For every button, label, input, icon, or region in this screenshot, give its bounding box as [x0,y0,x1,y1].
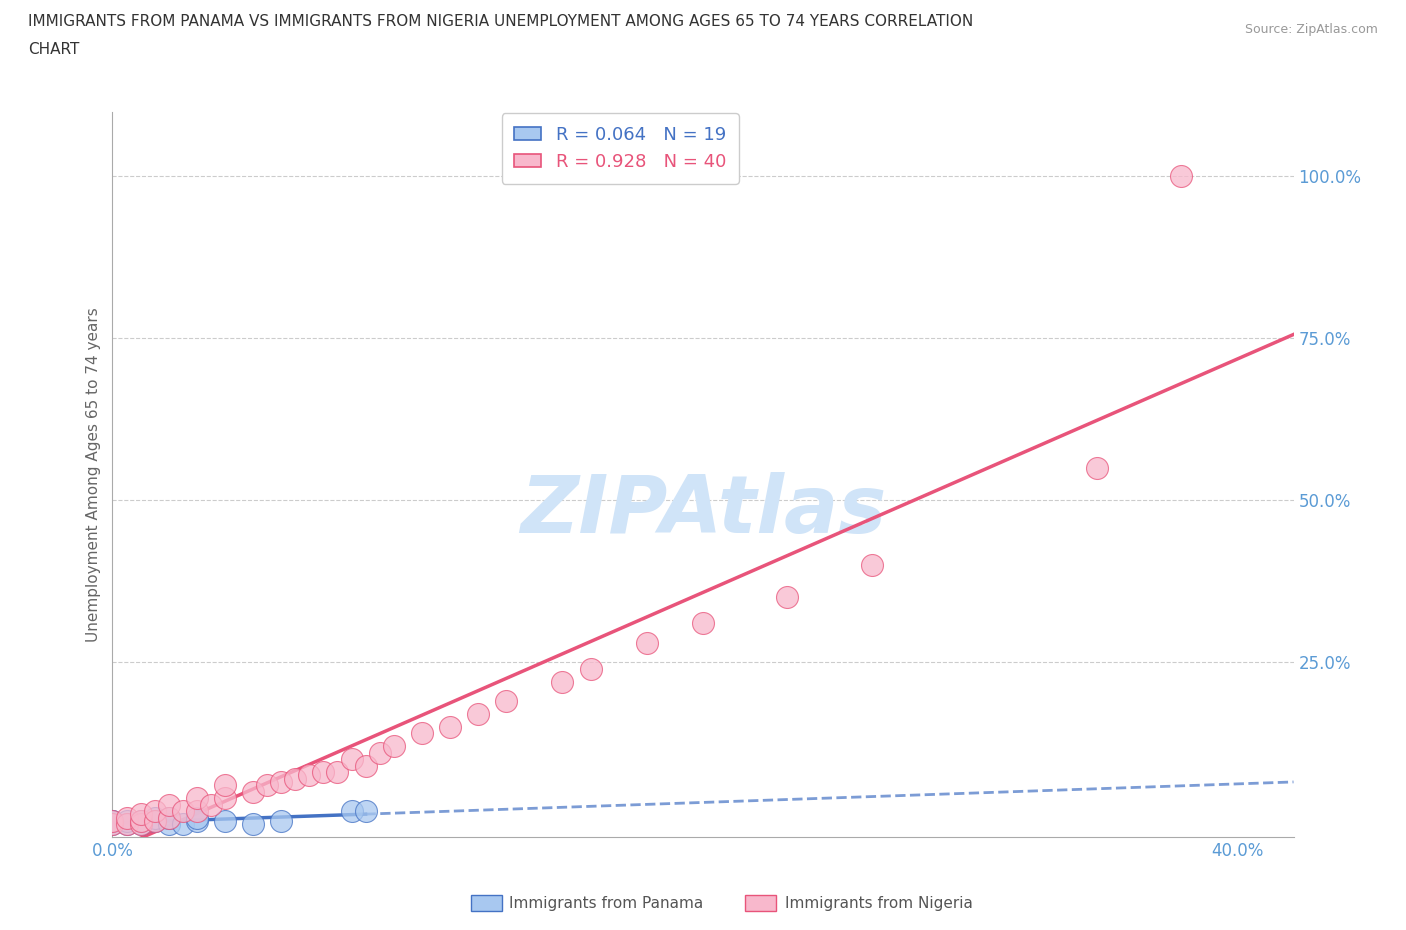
Point [101,814,124,829]
Point [256,777,278,792]
Point [776,590,799,604]
Point [157,810,180,825]
Point [242,784,264,799]
Point [340,804,363,818]
Point [186,804,208,818]
Point [298,768,321,783]
Point [101,814,124,829]
Point [172,817,194,831]
Point [214,777,236,792]
Point [157,817,180,831]
Point [129,817,152,831]
Point [200,797,222,812]
Point [467,707,489,722]
Point [214,814,236,829]
Point [692,616,714,631]
Point [340,751,363,766]
Point [1085,460,1108,475]
Text: ZIPAtlas: ZIPAtlas [520,472,886,550]
Point [101,817,124,831]
Legend: R = 0.064   N = 19, R = 0.928   N = 40: R = 0.064 N = 19, R = 0.928 N = 40 [502,113,740,184]
Point [354,804,377,818]
Point [214,790,236,805]
Text: IMMIGRANTS FROM PANAMA VS IMMIGRANTS FROM NIGERIA UNEMPLOYMENT AMONG AGES 65 TO : IMMIGRANTS FROM PANAMA VS IMMIGRANTS FRO… [28,14,973,29]
Point [270,775,292,790]
Point [636,635,658,650]
Point [186,810,208,825]
Text: Source: ZipAtlas.com: Source: ZipAtlas.com [1244,23,1378,36]
Point [312,764,335,779]
Point [579,661,602,676]
Point [115,817,138,831]
Point [270,814,292,829]
Point [143,810,166,825]
Point [242,817,264,831]
Text: Immigrants from Nigeria: Immigrants from Nigeria [785,896,973,910]
Point [129,817,152,831]
Point [326,764,349,779]
Point [186,790,208,805]
Point [551,674,574,689]
Point [143,814,166,829]
Point [143,814,166,829]
Point [129,814,152,829]
Point [382,738,405,753]
Point [129,814,152,829]
Point [284,771,307,786]
Point [186,814,208,829]
Point [129,807,152,822]
Point [411,726,433,741]
Point [172,804,194,818]
Text: CHART: CHART [28,42,80,57]
Point [101,814,124,829]
Point [143,804,166,818]
Point [115,814,138,829]
Y-axis label: Unemployment Among Ages 65 to 74 years: Unemployment Among Ages 65 to 74 years [86,307,101,642]
Point [1170,169,1192,184]
Point [495,694,517,709]
Point [157,797,180,812]
Point [439,720,461,735]
Point [115,810,138,825]
Point [115,817,138,831]
Point [368,745,391,760]
Point [101,817,124,831]
Point [157,810,180,825]
Point [354,758,377,773]
Point [860,557,883,572]
Text: Immigrants from Panama: Immigrants from Panama [509,896,703,910]
